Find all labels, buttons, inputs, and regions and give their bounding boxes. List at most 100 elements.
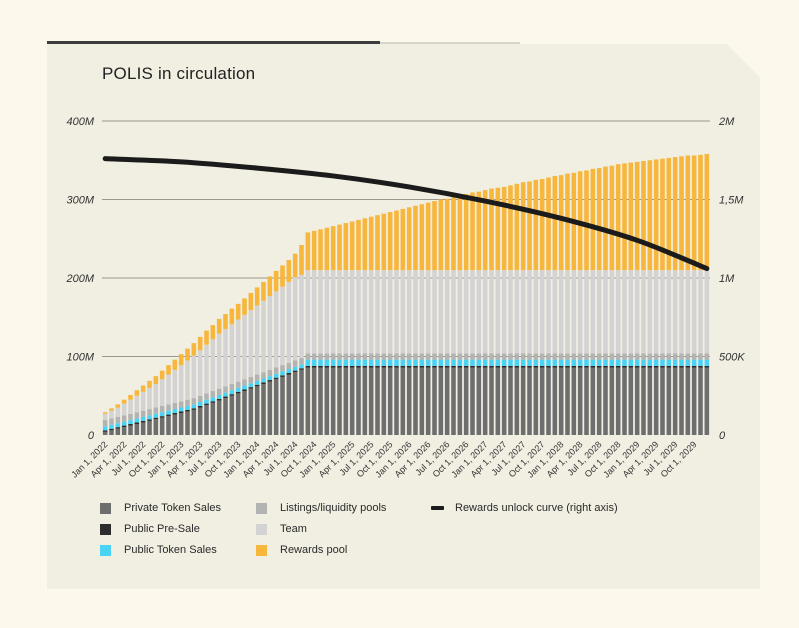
bar-segment-public (191, 404, 197, 409)
bar-segment-private (235, 393, 241, 435)
bar-segment-private (305, 367, 311, 435)
bar-segment-team (552, 270, 558, 354)
bar-segment-private (400, 367, 406, 435)
bar-segment-team (311, 270, 317, 354)
bar-segment-listings (584, 353, 589, 360)
y2-tick-label: 2M (718, 116, 735, 128)
bar-segment-private (628, 367, 634, 435)
bar-segment-listings (349, 353, 355, 360)
bar-segment-team (362, 270, 368, 354)
bar-segment-rewards (248, 292, 254, 311)
bar-segment-private (153, 419, 159, 435)
bar-segment-listings (577, 353, 583, 360)
bar-segment-team (356, 270, 361, 354)
bar-segment-private (413, 367, 418, 435)
bar-segment-rewards (520, 182, 526, 271)
bar-segment-presale (216, 398, 222, 401)
bar-segment-team (463, 270, 469, 354)
bar-segment-private (577, 367, 583, 435)
bar-segment-private (419, 367, 425, 435)
bar-segment-team (571, 270, 577, 354)
bar-segment-rewards (432, 201, 437, 271)
bar-segment-private (666, 367, 672, 435)
bar-segment-listings (603, 353, 608, 360)
bar-segment-rewards (128, 394, 133, 400)
bar-segment-public (242, 385, 247, 390)
bar-segment-presale (318, 365, 323, 368)
bar-segment-presale (337, 365, 342, 368)
bar-segment-private (216, 400, 222, 435)
bar-segment-rewards (368, 216, 374, 271)
bar-segment-public (248, 383, 254, 388)
bar-segment-rewards (191, 343, 197, 356)
bar-segment-listings (539, 353, 545, 360)
bar-segment-listings (299, 358, 304, 365)
bar-segment-team (166, 374, 171, 405)
bar-segment-private (571, 367, 577, 435)
bar-segment-team (128, 399, 133, 414)
bar-segment-private (267, 381, 273, 435)
bar-segment-presale (102, 430, 108, 432)
legend-item-private: Private Token Sales (100, 502, 221, 514)
bar-segment-team (672, 270, 678, 354)
y-tick-label: 100M (66, 352, 94, 364)
legend-swatch-presale (100, 523, 111, 535)
bar-segment-team (172, 369, 178, 403)
bar-segment-private (375, 367, 380, 435)
bar-segment-rewards (457, 195, 463, 271)
y2-tick-label: 1M (719, 273, 735, 285)
bar-segment-presale (539, 365, 545, 368)
bar-segment-team (191, 355, 197, 399)
bar-segment-team (318, 270, 323, 354)
bar-segment-private (565, 367, 570, 435)
bar-segment-rewards (444, 198, 450, 271)
bar-segment-private (178, 413, 184, 435)
bar-segment-public (653, 359, 659, 366)
bar-segment-presale (533, 365, 539, 368)
bar-segment-private (622, 367, 627, 435)
bar-segment-public (622, 359, 627, 366)
bar-segment-private (166, 416, 171, 435)
bar-segment-public (704, 359, 710, 366)
bar-segment-team (508, 270, 513, 354)
bar-segment-listings (235, 381, 241, 388)
bar-segment-private (356, 367, 361, 435)
bar-segment-public (134, 418, 140, 423)
bar-segment-presale (235, 391, 241, 394)
bar-segment-public (672, 359, 678, 366)
bar-segment-private (463, 367, 469, 435)
legend-item-listings: Listings/liquidity pools (256, 502, 386, 514)
bar-segment-presale (584, 365, 589, 368)
bar-segment-presale (470, 365, 475, 368)
bar-segment-listings (368, 353, 374, 360)
bar-segment-rewards (406, 207, 412, 271)
bar-segment-rewards (628, 162, 634, 271)
bar-segment-team (381, 270, 387, 354)
bar-segment-listings (337, 353, 342, 360)
bar-segment-public (457, 359, 463, 366)
bar-segment-rewards (381, 213, 387, 271)
bar-segment-presale (577, 365, 583, 368)
bar-segment-rewards (229, 308, 235, 325)
bar-segment-rewards (343, 223, 349, 271)
bar-segment-public (527, 359, 532, 366)
bar-segment-team (349, 270, 355, 354)
bar-segment-public (280, 371, 285, 376)
bar-segment-presale (185, 409, 190, 412)
bar-segment-team (622, 270, 627, 354)
bar-segment-public (596, 359, 602, 366)
bar-segment-team (337, 270, 342, 354)
bar-segment-rewards (153, 376, 159, 384)
bar-segment-private (590, 367, 596, 435)
bar-segment-private (362, 367, 368, 435)
bar-segment-public (286, 369, 292, 373)
bar-segment-team (679, 270, 684, 354)
bar-segment-private (311, 367, 317, 435)
bar-segment-listings (128, 413, 133, 421)
bar-segment-listings (679, 353, 684, 360)
bar-segment-private (254, 386, 260, 435)
bar-segment-team (489, 270, 494, 354)
bar-segment-private (546, 367, 551, 435)
bar-segment-private (615, 367, 621, 435)
bar-segment-presale (400, 365, 406, 368)
